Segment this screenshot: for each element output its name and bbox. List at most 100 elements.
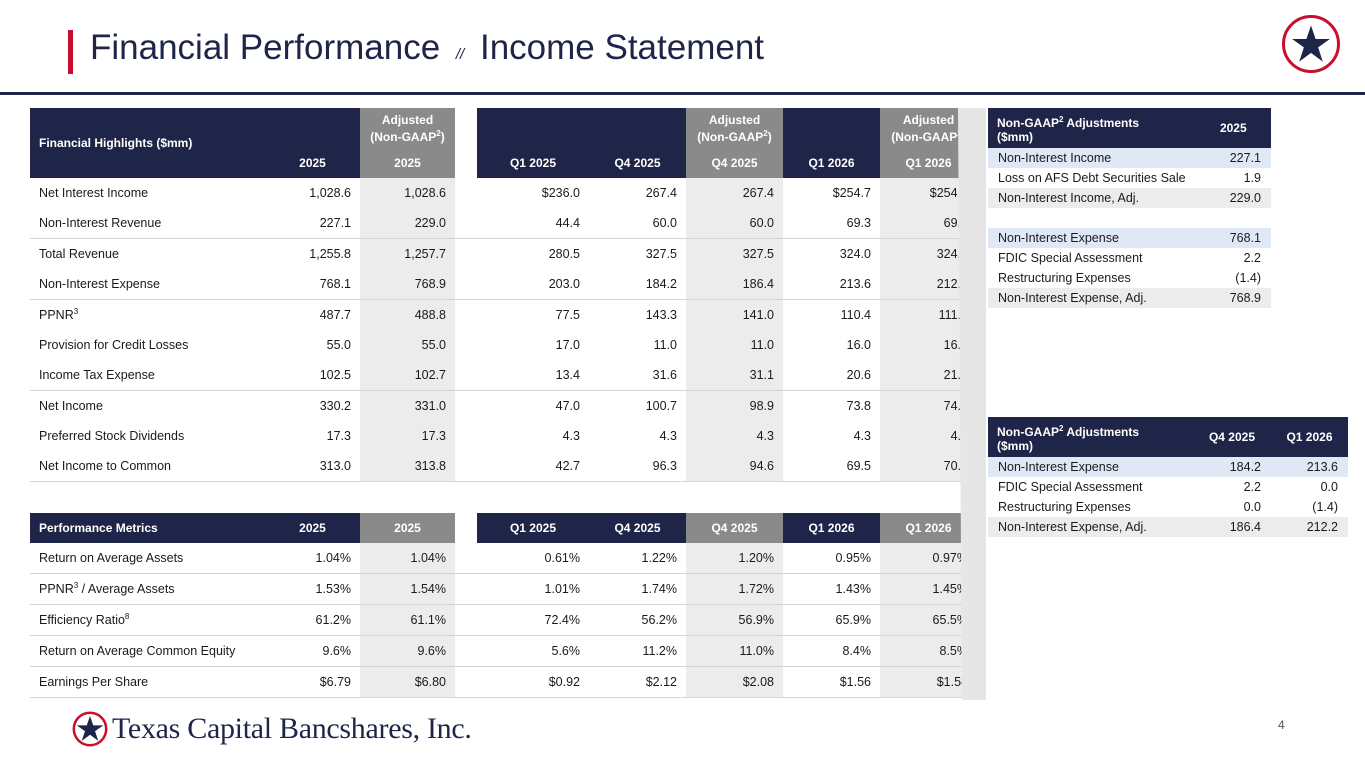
table-row: FDIC Special Assessment 2.2 0.0: [988, 477, 1348, 497]
row-label-text: PPNR: [39, 308, 74, 323]
period-header: Q1 2025: [477, 148, 589, 178]
row-label: Non-Interest Income: [988, 148, 1196, 168]
row-value: 203.0: [477, 269, 589, 300]
row-value: 72.4%: [477, 604, 589, 636]
row-value: 1.01%: [477, 573, 589, 605]
row-value: 31.1: [686, 360, 783, 391]
column-spacer: [455, 299, 477, 330]
row-label: Net Income: [30, 391, 265, 422]
row-value: 324.0: [839, 247, 871, 261]
table-row: Non-Interest Expense 768.1: [988, 228, 1271, 248]
connector-wedge: [958, 108, 986, 700]
table-row: Net Income 330.2 331.0 47.0 100.7 98.9 73.8 74.…: [30, 390, 977, 422]
blank-header: [477, 108, 589, 148]
row-label-text: Preferred Stock Dividends: [39, 429, 185, 444]
row-value: 16.0: [846, 338, 871, 352]
row-label: Non-Interest Expense: [30, 269, 265, 300]
row-label: Non-Interest Expense, Adj.: [988, 288, 1196, 308]
blank-header: [783, 108, 880, 148]
row-label-text: Return on Average Common Equity: [39, 644, 236, 659]
period-header: Q4 2025: [1193, 417, 1271, 457]
row-value: 1,028.6: [360, 178, 455, 208]
row-value: 60.0: [589, 208, 686, 239]
table-row: Return on Average Common Equity 9.6% 9.6% 5…: [30, 635, 977, 667]
column-spacer: [455, 178, 477, 208]
row-label: FDIC Special Assessment: [998, 480, 1143, 494]
row-value: 768.1: [1195, 228, 1271, 248]
column-spacer: [455, 666, 477, 698]
column-spacer: [455, 238, 477, 269]
row-label: FDIC Special Assessment: [998, 251, 1143, 265]
row-value: 267.4: [686, 178, 783, 208]
period-header: 2025: [265, 513, 360, 543]
column-spacer: [455, 108, 477, 178]
title-part: ($mm): [997, 129, 1034, 144]
row-value: 56.9%: [686, 604, 783, 636]
column-spacer: [455, 513, 477, 543]
row-value: 327.5: [645, 247, 677, 261]
row-value: 212.2: [1271, 517, 1348, 537]
page-number: 4: [1278, 718, 1285, 732]
non-gaap-adjustments-quarterly-table: Non-GAAP2 Adjustments ($mm) Q4 2025 Q1 20…: [988, 417, 1348, 537]
row-label-suffix: / Average Assets: [78, 582, 175, 597]
row-value: 11.0: [686, 330, 783, 360]
row-label: Non-Interest Income, Adj.: [988, 188, 1196, 208]
row-value: 1.74%: [589, 573, 686, 605]
period-header: Q4 2025: [686, 148, 783, 178]
row-value: 0.0: [1243, 500, 1261, 514]
period-header: Q4 2025: [589, 148, 686, 178]
row-value: 1.43%: [783, 573, 880, 605]
table-row: Efficiency Ratio8 61.2% 61.1% 72.4% 56.2% 56.…: [30, 604, 977, 636]
row-value: 229.0: [1195, 188, 1271, 208]
table-row: Non-Interest Expense, Adj. 768.9: [988, 288, 1271, 308]
row-value: 98.9: [686, 390, 783, 421]
performance-metrics-title: Performance Metrics: [30, 513, 265, 543]
row-value: $1.58: [880, 666, 977, 698]
row-value: $2.08: [686, 666, 783, 698]
column-spacer: [455, 360, 477, 391]
row-value: 1.20%: [686, 543, 783, 574]
column-spacer: [455, 604, 477, 636]
table-row: Non-Interest Expense 768.1 768.9 203.0 184.2…: [30, 269, 977, 300]
title-subtitle: Income Statement: [479, 28, 765, 67]
row-label: PPNR3 / Average Assets: [30, 573, 265, 605]
row-label: Non-Interest Expense, Adj.: [988, 517, 1193, 537]
row-value: 186.4: [686, 269, 783, 300]
row-value: 17.3: [360, 421, 455, 451]
row-value: $1.56: [783, 666, 880, 698]
row-value: 1.72%: [686, 573, 783, 605]
title-part: Adjustments: [1063, 115, 1140, 130]
title-part: Adjustments: [1063, 424, 1140, 439]
table-row: Non-Interest Expense 184.2 213.6: [988, 457, 1348, 477]
non-gaap-adjustments-annual-table: Non-GAAP2 Adjustments ($mm) 2025 Non-Inte…: [988, 108, 1271, 308]
row-value: 11.0%: [686, 635, 783, 667]
non-gaap-label: (Non-GAAP: [370, 129, 437, 144]
footnote-ref: 8: [124, 612, 130, 622]
row-value: 8.5%: [880, 635, 977, 667]
adjustments-title: Non-GAAP2 Adjustments ($mm): [988, 417, 1193, 457]
star-icon: [1292, 25, 1330, 62]
performance-metrics-table: Performance Metrics 2025 2025 Q1 2025 Q4…: [30, 513, 977, 698]
row-value: 110.4: [840, 308, 871, 322]
period-header: 2025: [360, 513, 455, 543]
row-label-text: Total Revenue: [39, 247, 119, 262]
close-paren: ): [440, 129, 445, 144]
footnote-ref: 2: [1059, 114, 1064, 124]
table-row: Loss on AFS Debt Securities Sale 1.9: [988, 168, 1271, 188]
row-value: 1.22%: [589, 543, 686, 574]
row-value: 2.2: [1243, 480, 1261, 494]
row-value: 9.6%: [360, 635, 455, 667]
row-value: 186.4: [1193, 517, 1271, 537]
table-row: Restructuring Expenses (1.4): [988, 268, 1271, 288]
table-row: Provision for Credit Losses 55.0 55.0 17.0 1…: [30, 330, 977, 360]
row-value: 768.9: [1195, 288, 1271, 308]
row-value: 768.9: [360, 269, 455, 300]
row-value: 1.9: [1243, 171, 1261, 185]
non-gaap-label: (Non-GAAP: [697, 129, 764, 144]
period-header: Q4 2025: [589, 513, 686, 543]
row-value: 17.3: [326, 429, 351, 443]
financial-highlights-title: Financial Highlights ($mm): [30, 108, 265, 178]
row-value: 17.0: [555, 338, 580, 352]
row-value: 143.3: [645, 308, 677, 322]
column-spacer: [455, 269, 477, 300]
